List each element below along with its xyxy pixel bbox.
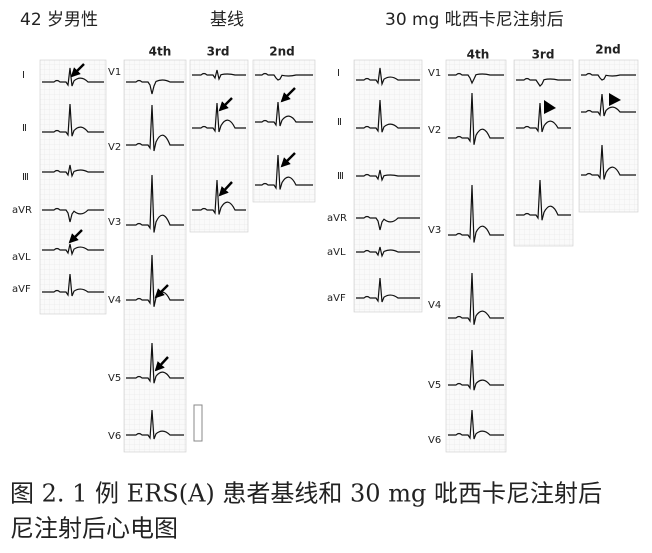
ecg-trace [581,144,636,180]
lead-label: V2 [108,142,121,153]
lead-label: aVL [12,252,31,263]
column-header: 3rd [532,48,555,62]
ecg-trace [126,342,184,384]
lead-label: Ⅱ [337,117,342,128]
ecg-trace [42,67,104,87]
ecg-trace [356,215,420,231]
lead-label: V5 [108,373,121,384]
title: 30 mg 吡西卡尼注射后 [385,10,564,30]
ecg-trace [448,72,504,85]
strip [39,59,107,315]
ecg-trace [126,174,184,233]
ecg-trace [356,99,420,133]
ecg-trace [192,69,246,81]
ecg-trace [42,103,104,137]
lead-label: Ⅲ [22,172,29,183]
lead-label: Ⅲ [337,171,344,182]
title: 基线 [210,10,244,30]
column-header: 2nd [269,45,294,59]
ecg-trace [581,72,636,81]
ecg-trace [356,277,420,303]
lead-label: V4 [428,300,441,311]
arrow [218,181,233,197]
arrowhead [544,100,556,114]
strip [189,59,249,233]
ecg-trace [126,254,184,307]
ecg-trace [126,104,184,152]
lead-label: V4 [108,295,121,306]
ecg-trace [42,243,104,257]
ecg-trace [42,164,104,179]
caption: 图 2. 1 例 ERS(A) 患者基线和 30 mg 吡西卡尼注射后 [10,480,602,508]
ecg-trace [448,92,504,145]
ecg-trace [356,67,420,87]
ecg-trace [126,409,184,440]
lead-label: V3 [428,225,441,236]
ecg-trace [192,102,246,133]
lead-label: V1 [428,68,441,79]
lead-label: Ⅱ [22,123,27,134]
ecg-trace [448,409,504,440]
ecg-trace [581,93,636,117]
lead-label: V3 [108,217,121,228]
ecg-trace [516,77,571,87]
arrow [68,229,83,244]
strip [578,59,639,213]
strip [513,59,574,247]
arrow [70,63,85,78]
lead-label: aVR [12,205,32,216]
ecg-trace [516,102,571,133]
lead-label: I [22,70,25,81]
ecg-trace [126,79,184,95]
column-header: 4th [467,48,490,62]
strip [123,59,187,453]
lead-label: V1 [108,67,121,78]
lead-label: V6 [108,431,121,442]
arrows [68,63,621,372]
ecg-trace [516,179,571,221]
lead-label: V6 [428,435,441,446]
calibration [193,404,203,442]
lead-label: aVF [12,284,31,295]
strip [353,59,423,313]
lead-label: aVF [327,293,346,304]
traces [42,67,636,440]
ecg-trace [448,272,504,325]
column-header: 2nd [595,43,620,57]
ecg-trace [356,246,420,258]
ecg-trace [356,169,420,182]
ecg-trace [448,184,504,243]
ecg-trace [255,101,313,127]
arrow [280,87,296,103]
strip [445,59,507,453]
ecg-trace [448,349,504,391]
column-header: 4th [149,45,172,59]
lead-label: V2 [428,125,441,136]
lead-label: V5 [428,380,441,391]
column-header: 3rd [207,45,230,59]
arrow [280,152,296,168]
ecg-trace [42,273,104,297]
ecg-trace [192,179,246,215]
ecg-trace [42,207,104,223]
lead-label: aVR [327,213,347,224]
lead-label: I [337,68,340,79]
strip [252,59,316,203]
ecg-trace [255,72,313,81]
arrow [218,97,233,112]
caption: 尼注射后心电图 [10,515,178,543]
arrow [154,284,169,299]
title: 42 岁男性 [20,10,98,30]
lead-label: aVL [327,247,346,258]
arrowhead [609,93,621,106]
arrow [154,356,169,372]
ecg-trace [255,154,313,190]
